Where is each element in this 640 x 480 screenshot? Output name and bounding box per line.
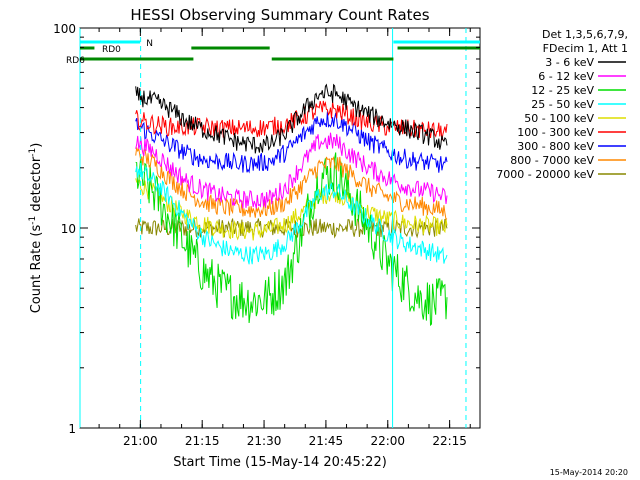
x-axis-label: Start Time (15-May-14 20:45:22) <box>173 455 387 470</box>
series-line-300-800-kev <box>135 111 448 174</box>
legend-label-12-25-kev: 12 - 25 keV <box>531 84 594 97</box>
x-tick-label: 21:30 <box>247 434 282 448</box>
series-line-12-25-kev <box>135 152 448 327</box>
x-tick-label: 21:45 <box>309 434 344 448</box>
series-line-25-50-kev <box>135 163 448 265</box>
y-tick-label: 10 <box>61 222 76 236</box>
y-axis-label: Count Rate (s-1 detector-1) <box>28 143 44 314</box>
legend-label-100-300-kev: 100 - 300 keV <box>517 126 594 139</box>
y-axis-label-main: Count Rate (s <box>29 225 44 314</box>
legend-label-300-800-kev: 300 - 800 keV <box>517 140 594 153</box>
x-tick-label: 21:00 <box>123 434 158 448</box>
y-axis-label-mid: detector <box>29 156 44 216</box>
legend: Det 1,3,5,6,7,9, FDecim 1, Att 1 3 - 6 k… <box>496 28 628 181</box>
legend-header-line2: FDecim 1, Att 1 <box>543 42 628 55</box>
x-tick-label: 21:15 <box>185 434 220 448</box>
flag-label-rd0: RD0 <box>102 45 121 55</box>
flag-label-n: N <box>146 39 153 49</box>
x-tick-label: 22:15 <box>432 434 467 448</box>
legend-label-800-7000-kev: 800 - 7000 keV <box>510 154 594 167</box>
legend-label-7000-20000-kev: 7000 - 20000 keV <box>496 168 594 181</box>
legend-label-3-6-kev: 3 - 6 keV <box>545 56 594 69</box>
y-axis-label-end: ) <box>29 143 44 148</box>
footer-date: 15-May-2014 20:20 <box>550 468 628 477</box>
series-line-800-7000-kev <box>135 147 448 221</box>
y-axis-ticks: 1 10 100 <box>53 22 480 436</box>
y-axis-label-sup1: -1 <box>28 216 38 225</box>
series-line-50-100-kev <box>135 178 448 241</box>
y-tick-label: 1 <box>68 422 76 436</box>
flag-label-rd6: RD6 <box>66 56 85 66</box>
x-axis-ticks: 21:00 21:15 21:30 21:45 22:00 22:15 <box>98 28 471 448</box>
series-line-3-6-kev <box>135 83 448 154</box>
series-line-6-12-kev <box>135 132 448 209</box>
y-tick-label: 100 <box>53 22 76 36</box>
legend-label-6-12-kev: 6 - 12 keV <box>538 70 594 83</box>
legend-label-25-50-kev: 25 - 50 keV <box>531 98 594 111</box>
chart-title: HESSI Observing Summary Count Rates <box>130 6 429 24</box>
x-tick-label: 22:00 <box>370 434 405 448</box>
legend-label-50-100-kev: 50 - 100 keV <box>524 112 594 125</box>
legend-header-line1: Det 1,3,5,6,7,9, <box>542 28 628 41</box>
observing-flags: N RD0 RD6 <box>66 39 480 66</box>
y-axis-label-sup2: -1 <box>28 148 38 157</box>
series-lines <box>135 83 448 327</box>
